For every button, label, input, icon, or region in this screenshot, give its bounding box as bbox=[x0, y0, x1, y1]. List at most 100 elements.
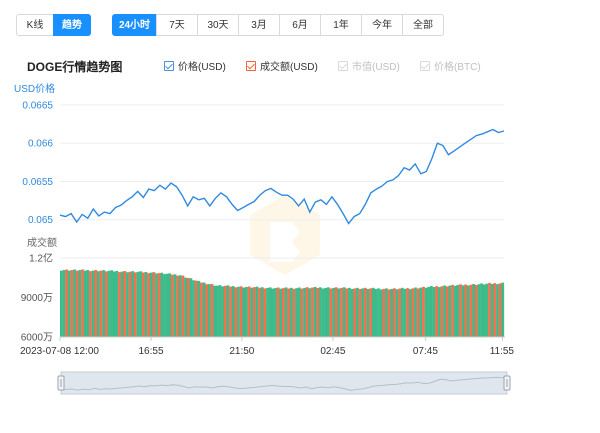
volume-bar bbox=[157, 273, 161, 337]
volume-bar bbox=[353, 288, 357, 337]
legend-marketcap-usd[interactable]: 市值(USD) bbox=[338, 58, 400, 73]
volume-bar bbox=[308, 288, 312, 337]
volume-bar bbox=[303, 287, 306, 337]
volume-bar bbox=[485, 283, 489, 337]
volume-bar bbox=[416, 288, 420, 337]
range-30d-button[interactable]: 30天 bbox=[197, 14, 239, 36]
volume-bar bbox=[89, 271, 92, 337]
volume-bar bbox=[332, 287, 335, 337]
volume-bar bbox=[245, 287, 248, 337]
volume-bar bbox=[456, 285, 460, 337]
volume-bar bbox=[81, 269, 84, 337]
volume-bar bbox=[176, 275, 180, 337]
volume-bar bbox=[385, 288, 388, 337]
legend-volume-usd[interactable]: 成交额(USD) bbox=[246, 58, 318, 73]
volume-bar bbox=[208, 284, 211, 337]
volume-bar bbox=[393, 288, 396, 337]
volume-bar bbox=[178, 275, 182, 337]
volume-bar bbox=[274, 288, 277, 337]
volume-bar bbox=[451, 284, 454, 337]
range-navigator[interactable] bbox=[60, 371, 508, 395]
range-ytd-button[interactable]: 今年 bbox=[361, 14, 403, 36]
volume-bar bbox=[266, 287, 269, 337]
volume-bar bbox=[337, 288, 341, 337]
volume-bar bbox=[345, 288, 349, 337]
volume-bars bbox=[60, 269, 505, 338]
checkbox-icon bbox=[338, 60, 348, 71]
tab-trend[interactable]: 趋势 bbox=[53, 14, 91, 36]
volume-bar bbox=[149, 272, 153, 337]
volume-bar bbox=[430, 286, 433, 337]
volume-bar bbox=[171, 274, 174, 337]
volume-bar bbox=[390, 288, 394, 337]
volume-bar bbox=[493, 283, 497, 337]
volume-bar bbox=[350, 289, 354, 337]
volume-bar bbox=[215, 285, 219, 337]
range-24h-button[interactable]: 24小时 bbox=[112, 14, 157, 36]
volume-bar bbox=[70, 270, 74, 337]
x-tick-label: 2023-07-08 12:00 bbox=[20, 346, 99, 357]
volume-bar bbox=[422, 286, 425, 337]
volume-tick-label: 9000万 bbox=[21, 293, 53, 304]
volume-axis-title: 成交额 bbox=[27, 236, 57, 249]
range-all-button[interactable]: 全部 bbox=[402, 14, 444, 36]
legend-label: 价格(USD) bbox=[178, 62, 226, 73]
volume-bar bbox=[297, 287, 301, 337]
volume-bar bbox=[374, 288, 378, 337]
volume-bar bbox=[91, 270, 95, 337]
volume-bar bbox=[321, 288, 325, 337]
volume-bar bbox=[292, 288, 296, 337]
volume-bar bbox=[427, 286, 431, 337]
volume-bar bbox=[358, 288, 362, 337]
volume-bar bbox=[363, 287, 367, 337]
volume-bar bbox=[200, 282, 203, 337]
volume-bar bbox=[395, 289, 399, 337]
volume-bar bbox=[67, 270, 71, 337]
volume-bar bbox=[189, 278, 193, 337]
volume-bar bbox=[231, 286, 235, 337]
volume-bar bbox=[192, 280, 195, 337]
volume-bar bbox=[490, 283, 494, 337]
volume-bar bbox=[205, 284, 209, 337]
tab-kline[interactable]: K线 bbox=[16, 14, 54, 36]
volume-bar bbox=[141, 272, 145, 337]
volume-bar bbox=[496, 284, 499, 337]
volume-bar bbox=[459, 284, 462, 337]
volume-bar bbox=[107, 270, 111, 337]
volume-bar bbox=[400, 287, 404, 337]
volume-bar bbox=[163, 274, 166, 337]
range-1y-button[interactable]: 1年 bbox=[320, 14, 362, 36]
volume-bar bbox=[467, 285, 470, 337]
volume-tick-label: 6000万 bbox=[21, 333, 53, 344]
legend-price-btc[interactable]: 价格(BTC) bbox=[420, 58, 481, 73]
volume-bar bbox=[443, 285, 446, 337]
navigator-left-handle[interactable] bbox=[57, 375, 65, 391]
x-tick-label: 21:50 bbox=[229, 346, 254, 357]
volume-bar bbox=[221, 286, 224, 337]
volume-bar bbox=[414, 287, 417, 337]
volume-bar bbox=[255, 286, 259, 337]
range-6m-button[interactable]: 6月 bbox=[279, 14, 321, 36]
navigator-right-handle[interactable] bbox=[503, 375, 511, 391]
legend-label: 成交额(USD) bbox=[260, 62, 318, 73]
x-tick-label: 07:45 bbox=[413, 346, 438, 357]
range-3m-button[interactable]: 3月 bbox=[238, 14, 280, 36]
volume-bar bbox=[329, 288, 333, 337]
range-switch: 24小时 7天 30天 3月 6月 1年 今年 全部 bbox=[112, 14, 444, 36]
volume-bar bbox=[403, 288, 407, 337]
volume-bar bbox=[263, 288, 267, 337]
x-tick-label: 11:55 bbox=[490, 346, 515, 357]
volume-bar bbox=[440, 286, 444, 337]
volume-bar bbox=[152, 272, 156, 337]
volume-bar bbox=[334, 287, 338, 337]
checkbox-icon bbox=[164, 60, 174, 71]
volume-bar bbox=[377, 288, 380, 337]
legend-price-usd[interactable]: 价格(USD) bbox=[164, 58, 226, 73]
volume-bar bbox=[408, 289, 412, 337]
volume-bar bbox=[223, 285, 227, 337]
range-7d-button[interactable]: 7天 bbox=[156, 14, 198, 36]
volume-bar bbox=[144, 271, 148, 337]
volume-bar bbox=[120, 271, 124, 337]
volume-bar bbox=[250, 287, 254, 337]
x-tick-label: 16:55 bbox=[139, 346, 164, 357]
